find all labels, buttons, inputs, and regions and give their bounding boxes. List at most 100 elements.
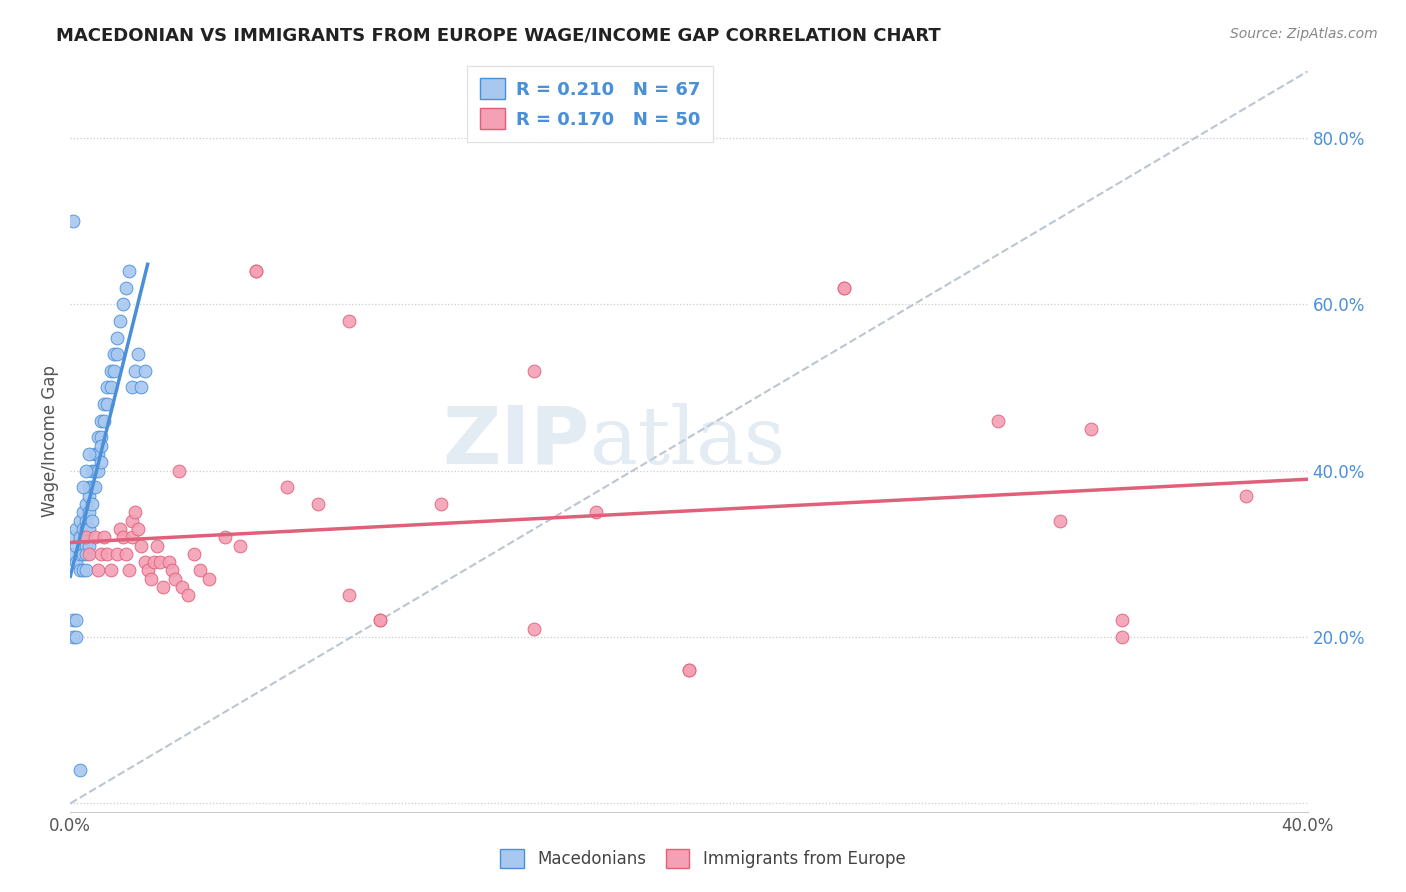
- Point: [72, 522, 94, 536]
- Point: [72, 564, 94, 578]
- Point: [121, 380, 143, 394]
- Y-axis label: Wage/Income Gap: Wage/Income Gap: [41, 366, 59, 517]
- Point: [214, 530, 236, 544]
- Point: [65, 522, 87, 536]
- Point: [118, 264, 141, 278]
- Point: [162, 564, 184, 578]
- Point: [105, 547, 128, 561]
- Point: [69, 530, 91, 544]
- Text: MACEDONIAN VS IMMIGRANTS FROM EUROPE WAGE/INCOME GAP CORRELATION CHART: MACEDONIAN VS IMMIGRANTS FROM EUROPE WAG…: [56, 27, 941, 45]
- Point: [93, 414, 115, 428]
- Point: [149, 555, 172, 569]
- Point: [832, 280, 855, 294]
- Point: [121, 530, 143, 544]
- Point: [368, 614, 391, 628]
- Point: [142, 555, 165, 569]
- Point: [90, 430, 112, 444]
- Point: [523, 622, 546, 636]
- Point: [96, 397, 118, 411]
- Point: [90, 547, 112, 561]
- Point: [75, 564, 97, 578]
- Point: [678, 663, 700, 677]
- Point: [77, 522, 100, 536]
- Point: [165, 572, 187, 586]
- Point: [177, 589, 200, 603]
- Point: [90, 414, 112, 428]
- Point: [115, 547, 138, 561]
- Point: [105, 330, 128, 344]
- Point: [307, 497, 329, 511]
- Point: [1111, 630, 1133, 644]
- Point: [84, 447, 107, 461]
- Point: [136, 564, 159, 578]
- Point: [430, 497, 453, 511]
- Point: [65, 555, 87, 569]
- Point: [77, 480, 100, 494]
- Point: [75, 497, 97, 511]
- Point: [72, 547, 94, 561]
- Point: [127, 347, 149, 361]
- Point: [124, 364, 146, 378]
- Point: [100, 564, 122, 578]
- Point: [96, 547, 118, 561]
- Point: [69, 547, 91, 561]
- Point: [1234, 489, 1257, 503]
- Point: [198, 572, 221, 586]
- Point: [65, 630, 87, 644]
- Point: [62, 214, 84, 228]
- Point: [75, 464, 97, 478]
- Point: [100, 364, 122, 378]
- Point: [188, 564, 211, 578]
- Point: [72, 480, 94, 494]
- Point: [72, 505, 94, 519]
- Text: atlas: atlas: [591, 402, 785, 481]
- Point: [103, 364, 125, 378]
- Point: [62, 547, 84, 561]
- Point: [105, 347, 128, 361]
- Point: [157, 555, 180, 569]
- Point: [111, 297, 134, 311]
- Point: [134, 555, 156, 569]
- Point: [115, 280, 138, 294]
- Point: [62, 630, 84, 644]
- Point: [69, 514, 91, 528]
- Point: [75, 530, 97, 544]
- Point: [118, 564, 141, 578]
- Point: [90, 455, 112, 469]
- Point: [75, 522, 97, 536]
- Point: [84, 464, 107, 478]
- Point: [103, 347, 125, 361]
- Point: [276, 480, 298, 494]
- Point: [146, 539, 169, 553]
- Point: [77, 547, 100, 561]
- Point: [62, 614, 84, 628]
- Point: [108, 314, 131, 328]
- Point: [152, 580, 174, 594]
- Text: Source: ZipAtlas.com: Source: ZipAtlas.com: [1230, 27, 1378, 41]
- Point: [131, 380, 153, 394]
- Point: [87, 464, 110, 478]
- Point: [65, 539, 87, 553]
- Point: [139, 572, 162, 586]
- Point: [77, 447, 100, 461]
- Legend: R = 0.210   N = 67, R = 0.170   N = 50: R = 0.210 N = 67, R = 0.170 N = 50: [467, 66, 713, 142]
- Point: [1049, 514, 1071, 528]
- Point: [170, 580, 193, 594]
- Point: [77, 489, 100, 503]
- Point: [183, 547, 205, 561]
- Point: [93, 397, 115, 411]
- Point: [84, 480, 107, 494]
- Legend: Macedonians, Immigrants from Europe: Macedonians, Immigrants from Europe: [494, 842, 912, 875]
- Point: [87, 430, 110, 444]
- Point: [75, 514, 97, 528]
- Point: [987, 414, 1010, 428]
- Text: ZIP: ZIP: [443, 402, 591, 481]
- Point: [62, 530, 84, 544]
- Point: [337, 314, 360, 328]
- Point: [111, 530, 134, 544]
- Point: [127, 522, 149, 536]
- Point: [69, 763, 91, 777]
- Point: [337, 589, 360, 603]
- Point: [65, 614, 87, 628]
- Point: [523, 364, 546, 378]
